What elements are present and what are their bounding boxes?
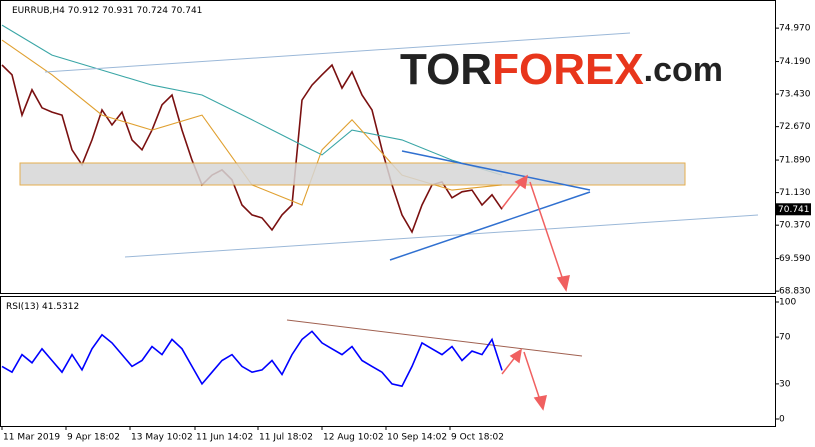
last-price-label: 70.741: [778, 205, 810, 215]
rsi-value: 41.5312: [42, 302, 79, 312]
y-tick-label: 68.830: [779, 287, 811, 297]
y-tick-label: 72.670: [779, 122, 811, 132]
trend-line: [44, 32, 631, 73]
logo-highlight: FOREX: [492, 45, 644, 94]
y-tick-label: 74.970: [779, 24, 811, 34]
y-tick-label: 0: [779, 415, 785, 425]
y-tick-label: 71.890: [779, 156, 811, 166]
y-tick-label: 70: [779, 333, 791, 343]
panel-frame: [0, 0, 776, 294]
triangle-line: [401, 150, 591, 191]
y-tick-label: 30: [779, 379, 791, 389]
logo: TORFOREX.com: [400, 45, 723, 94]
triangle-line: [389, 191, 591, 261]
trend-line: [124, 214, 759, 258]
x-tick-label: 9 Apr 18:02: [67, 433, 120, 443]
high: 70.931: [102, 6, 134, 16]
x-tick-label: 13 May 10:02: [131, 433, 193, 443]
rsi-title: RSI(13): [6, 302, 39, 312]
x-tick-label: 12 Aug 10:02: [323, 433, 384, 443]
support-zone: [19, 162, 686, 186]
series-line: [1, 330, 503, 388]
x-tick-label: 11 Mar 2019: [3, 433, 60, 443]
panel-frame: [0, 296, 776, 427]
symbol: EURRUB,H4: [12, 6, 65, 16]
x-tick-label: 9 Oct 18:02: [451, 433, 504, 443]
y-tick-label: 71.130: [779, 188, 811, 198]
series-line: [1, 63, 503, 234]
forecast-arrows: [501, 174, 570, 411]
y-tick-label: 100: [779, 298, 796, 308]
y-tick-label: 73.430: [779, 90, 811, 100]
y-tick-label: 74.190: [779, 57, 811, 67]
open: 70.912: [68, 6, 100, 16]
low: 70.724: [137, 6, 169, 16]
chart-header: EURRUB,H4 70.912 70.931 70.724 70.741: [12, 6, 202, 16]
y-tick-label: 70.370: [779, 221, 811, 231]
rsi-header: RSI(13) 41.5312: [6, 302, 79, 312]
x-tick-label: 10 Sep 14:02: [387, 433, 447, 443]
close: 70.741: [171, 6, 203, 16]
logo-suffix: .com: [644, 51, 723, 89]
last-price-box: [775, 203, 811, 216]
rsi-trend-line: [286, 319, 583, 357]
logo-prefix: TOR: [400, 45, 492, 94]
x-tick-label: 11 Jun 14:02: [196, 433, 253, 443]
y-tick-label: 69.590: [779, 254, 811, 264]
series-line: [1, 24, 503, 176]
x-tick-label: 11 Jul 18:02: [259, 433, 313, 443]
